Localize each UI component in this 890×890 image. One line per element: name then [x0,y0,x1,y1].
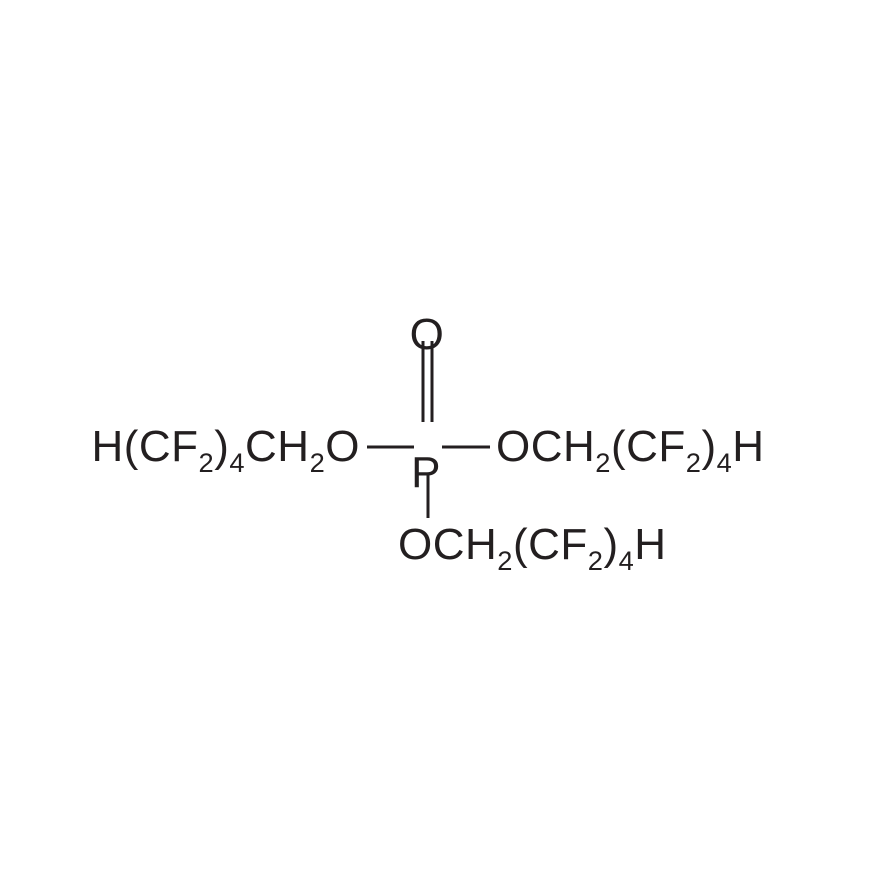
label-left: H(CF2)4CH2O [91,422,360,478]
structure-canvas: O P H(CF2)4CH2O OCH2(CF2)4H OCH2(CF2)4H [0,0,890,890]
label-bottom: OCH2(CF2)4H [398,520,667,576]
label-right: OCH2(CF2)4H [496,422,765,478]
label-top-o: O [410,310,445,360]
label-center-p: P [411,448,441,498]
